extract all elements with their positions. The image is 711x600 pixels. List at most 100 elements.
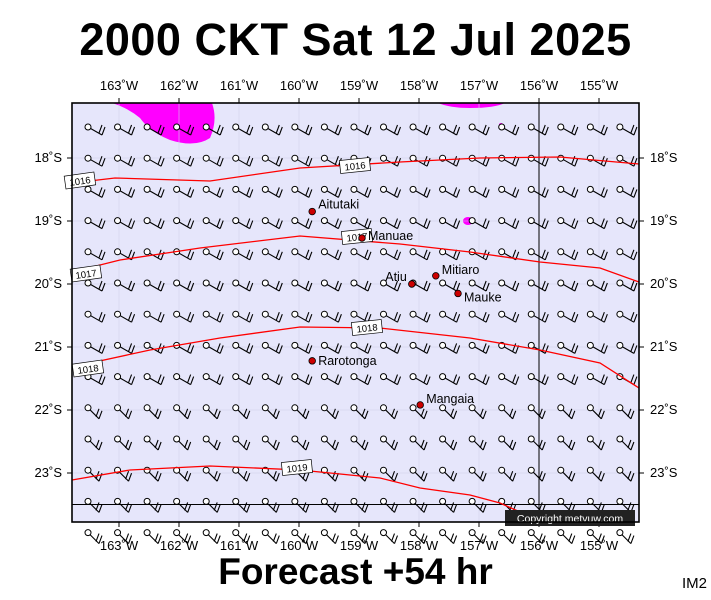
wind-barb: [380, 497, 399, 513]
wind-barb: [232, 279, 254, 292]
forecast-label: Forecast +54 hr: [218, 551, 493, 592]
latitude-label: 21˚S: [34, 339, 62, 354]
svg-text:Mangaia: Mangaia: [426, 392, 474, 406]
wind-barb: [143, 497, 162, 513]
svg-text:1016: 1016: [344, 160, 366, 173]
wind-barb: [439, 185, 461, 198]
wind-barb: [143, 310, 165, 323]
wind-barb: [350, 185, 372, 198]
wind-barb: [468, 185, 490, 198]
wind-barb: [320, 310, 342, 323]
wind-barb: [320, 341, 342, 354]
wind-barb: [114, 529, 133, 544]
wind-barb: [261, 154, 283, 167]
place-manuae: Manuae: [358, 229, 413, 243]
wind-barb: [143, 123, 165, 136]
wind-barb: [439, 497, 458, 513]
svg-text:Manuae: Manuae: [368, 229, 413, 243]
wind-barb: [84, 248, 106, 261]
image-code: IM2: [681, 575, 707, 592]
wind-barb: [616, 185, 638, 198]
wind-barb: [202, 435, 221, 451]
wind-barb: [498, 217, 520, 230]
wind-barb: [202, 310, 224, 323]
wind-barb: [232, 248, 254, 261]
place-atiu: Atiu: [385, 270, 416, 288]
wind-barb: [350, 497, 369, 513]
wind-barb: [527, 248, 549, 261]
wind-barb: [173, 435, 192, 451]
longitude-label: 160˚W: [279, 78, 319, 93]
wind-barb: [616, 123, 638, 136]
wind-barb: [320, 529, 339, 544]
longitude-label: 159˚W: [339, 538, 379, 553]
wind-barb: [586, 341, 608, 354]
wind-barb: [468, 310, 490, 323]
wind-barb: [468, 497, 487, 513]
wind-barb: [232, 529, 251, 544]
wind-barb: [527, 466, 546, 482]
wind-barb: [498, 404, 517, 420]
longitude-label: 159˚W: [339, 78, 379, 93]
wind-barb: [409, 123, 431, 136]
wind-barb: [586, 279, 608, 292]
longitude-label: 155˚W: [579, 538, 619, 553]
wind-barb: [616, 404, 635, 420]
wind-barb: [468, 529, 487, 544]
wind-barb: [261, 248, 283, 261]
wind-barb: [261, 185, 283, 198]
wind-barb: [114, 185, 136, 198]
wind-barb: [380, 279, 402, 292]
wind-barb: [232, 185, 254, 198]
wind-barb: [409, 185, 431, 198]
wind-barb: [143, 217, 165, 230]
wind-barb: [439, 466, 458, 482]
wind-barb: [291, 341, 313, 354]
longitude-label: 157˚W: [459, 78, 499, 93]
wind-barb: [291, 404, 310, 420]
wind-barb: [527, 279, 549, 292]
wind-barb: [409, 435, 428, 451]
latitude-label: 19˚S: [650, 213, 678, 228]
page-title: 2000 CKT Sat 12 Jul 2025: [79, 14, 632, 65]
latitude-label: 23˚S: [650, 465, 678, 480]
wind-barb: [527, 123, 549, 136]
latitude-label: 18˚S: [650, 150, 678, 165]
wind-barb: [586, 529, 605, 544]
wind-barb: [232, 404, 251, 420]
wind-barb: [498, 466, 517, 482]
wind-barb: [350, 279, 372, 292]
wind-barb: [527, 373, 549, 386]
svg-text:1018: 1018: [77, 363, 99, 377]
wind-barb: [557, 123, 579, 136]
wind-barb: [114, 341, 136, 354]
wind-barb: [409, 310, 431, 323]
wind-barb: [232, 310, 254, 323]
wind-barb: [557, 279, 579, 292]
wind-barb: [380, 404, 399, 420]
wind-barb: [261, 497, 280, 513]
wind-barb: [586, 310, 608, 323]
latitude-label: 19˚S: [34, 213, 62, 228]
longitude-label: 155˚W: [579, 78, 619, 93]
wind-barb: [409, 217, 431, 230]
wind-barb: [114, 310, 136, 323]
wind-barb: [557, 529, 576, 544]
wind-barb: [202, 466, 221, 482]
wind-barb: [468, 123, 490, 136]
wind-barb: [291, 248, 313, 261]
wind-barb: [616, 435, 635, 451]
wind-barb: [320, 497, 339, 513]
longitude-label: 158˚W: [399, 538, 439, 553]
wind-barb: [586, 217, 608, 230]
longitude-label: 162˚W: [159, 538, 199, 553]
wind-barb: [114, 404, 133, 420]
wind-barb: [439, 435, 458, 451]
svg-text:1016: 1016: [69, 175, 91, 189]
wind-barb: [202, 373, 224, 386]
wind-barb: [84, 185, 106, 198]
wind-barb: [173, 154, 195, 167]
wind-barb: [468, 217, 490, 230]
latitude-label: 22˚S: [650, 402, 678, 417]
